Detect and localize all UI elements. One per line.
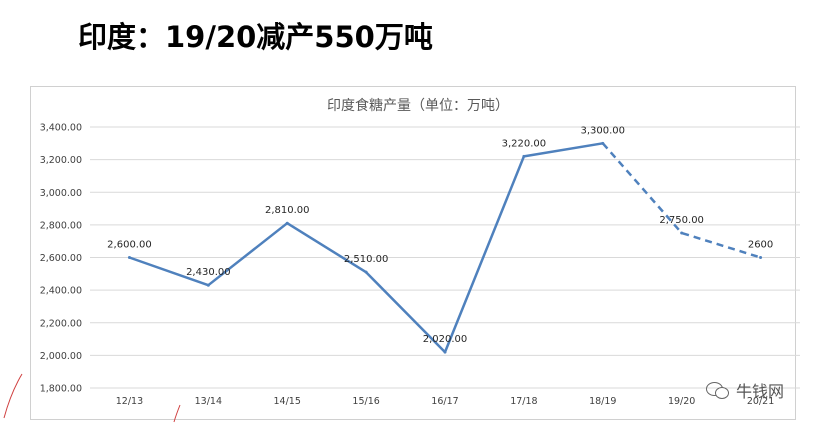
y-tick-label: 2,400.00 [40, 286, 82, 297]
page-title: 印度：19/20减产550万吨 [78, 20, 433, 54]
data-label: 2,510.00 [344, 254, 389, 265]
data-label: 2,750.00 [659, 215, 704, 226]
x-tick-label: 20/21 [747, 396, 774, 407]
red-pen-mark-small [173, 404, 181, 423]
data-point [206, 283, 210, 287]
data-point [443, 350, 447, 354]
x-tick-label: 13/14 [195, 396, 222, 407]
y-tick-label: 2,000.00 [40, 351, 82, 362]
x-tick-label: 18/19 [589, 396, 616, 407]
data-labels: 2,600.00 2,430.00 2,810.00 2,510.00 2,020.00… [107, 125, 773, 345]
data-label: 3,300.00 [581, 125, 626, 136]
data-label: 2,810.00 [265, 205, 310, 216]
x-tick-label: 17/18 [510, 396, 537, 407]
y-tick-label: 2,200.00 [40, 318, 82, 329]
y-tick-label: 3,000.00 [40, 188, 82, 199]
series-line-actual [128, 142, 604, 354]
x-tick-label: 12/13 [116, 396, 143, 407]
data-label: 3,220.00 [502, 138, 547, 149]
x-tick-label: 16/17 [431, 396, 458, 407]
data-point [680, 231, 684, 235]
series-line-forecast [601, 142, 761, 259]
y-tick-label: 2,800.00 [40, 220, 82, 231]
y-tick-label: 1,800.00 [40, 384, 82, 395]
x-tick-label: 15/16 [352, 396, 379, 407]
series-lines [127, 141, 763, 354]
data-label: 2,600.00 [107, 240, 152, 251]
watermark-text: 牛钱网 [736, 382, 785, 401]
y-tick-label: 3,200.00 [40, 155, 82, 166]
data-label: 2,020.00 [423, 334, 468, 345]
y-axis-ticks: 1,800.00 2,000.00 2,200.00 2,400.00 2,600.00… [40, 123, 82, 395]
data-point [364, 270, 368, 274]
wechat-icon [706, 380, 730, 400]
data-point [759, 256, 763, 259]
x-tick-label: 19/20 [668, 396, 695, 407]
red-pen-mark [3, 373, 23, 419]
x-tick-label: 14/15 [274, 396, 301, 407]
data-point [127, 256, 131, 259]
data-label: 2600 [748, 240, 773, 251]
chart-title: 印度食糖产量（单位：万吨） [327, 97, 509, 114]
y-tick-label: 3,400.00 [40, 123, 82, 134]
x-axis-ticks: 12/13 13/14 14/15 15/16 16/17 17/18 18/19 19/20… [116, 396, 775, 407]
y-tick-label: 2,600.00 [40, 253, 82, 264]
chart-frame [30, 86, 796, 420]
gridlines [90, 126, 800, 389]
data-label: 2,430.00 [186, 267, 231, 278]
data-point [601, 141, 605, 145]
data-point [285, 221, 289, 225]
watermark: 牛钱网 [706, 378, 784, 402]
data-point [522, 154, 526, 158]
